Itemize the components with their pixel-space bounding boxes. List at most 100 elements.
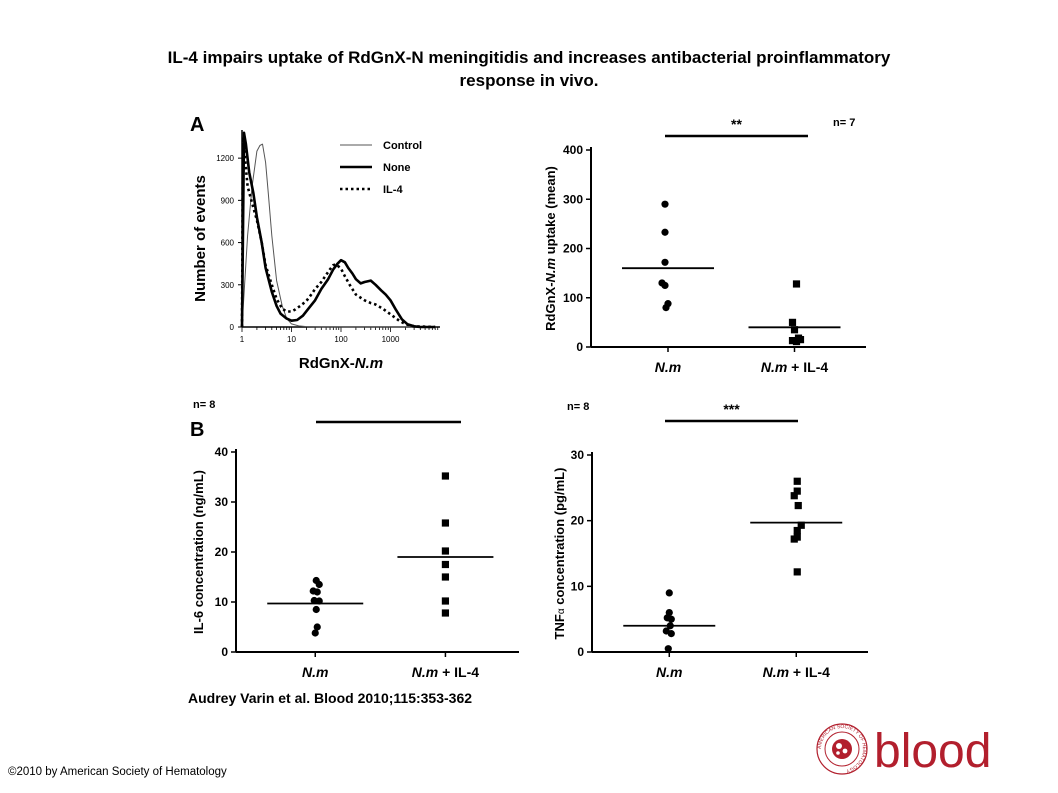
uptake-point [790,326,799,334]
hist-y-tick-label: 900 [221,196,235,205]
tnf-y-tick-label: 20 [571,514,585,528]
uptake-point [661,200,669,208]
uptake-y-axis-label: RdGnX-N.m uptake (mean) [543,166,558,331]
hist-x-axis-label: RdGnX-N.m [299,355,383,372]
il6-point [315,580,323,589]
uptake-point [792,280,801,288]
uptake-point [661,258,669,266]
figure-title-line-1: IL-4 impairs uptake of RdGnX-N meningiti… [167,48,891,67]
tnf-significance-label: *** [723,401,740,417]
legend-label-il-4: IL-4 [383,184,403,196]
tnf-y-tick-label: 0 [577,645,584,659]
il6-point [441,519,450,527]
uptake-point [661,281,669,290]
hist-x-tick-label: 1000 [382,335,400,344]
il6-point [313,623,321,631]
hist-y-tick-label: 1200 [216,154,234,163]
ash-seal-icon: AMERICAN SOCIETY OF HEMATOLOGY [816,723,868,775]
uptake-point [788,318,797,326]
hist-x-axis-label-italic: N.m [355,355,383,372]
tnf-category-label: N.m + IL-4 [763,664,831,680]
il6-y-tick-label: 10 [215,595,229,609]
uptake-n-label: n= 7 [833,117,855,129]
legend-label-control: Control [383,140,422,152]
uptake-significance-label: ** [731,116,742,132]
il6-y-tick-label: 0 [221,645,228,659]
hist-x-axis-label-main: RdGnX- [299,355,355,372]
hist-series-il-4 [240,135,436,329]
tnf-point [667,615,675,623]
hist-x-tick-label: 100 [334,335,348,344]
hist-x-tick-label: 1 [240,335,245,344]
tnf-category-label-italic: N.m [656,664,682,680]
il6-point [441,609,450,617]
il6-category-label-italic: N.m [412,664,438,680]
blood-journal-logo: AMERICAN SOCIETY OF HEMATOLOGY blood [816,723,991,778]
il6-category-label: N.m + IL-4 [412,664,480,680]
hist-y-tick-label: 0 [230,323,235,332]
uptake-point [788,336,797,345]
figure-title-line-2: response in vivo. [459,71,599,90]
tnf-point [665,589,673,597]
figure-title: IL-4 impairs uptake of RdGnX-N meningiti… [40,46,1018,92]
hist-x-tick-label: 10 [287,335,296,344]
uptake-point [662,304,670,312]
copyright: ©2010 by American Society of Hematology [8,766,227,778]
uptake-point [661,228,669,236]
uptake-category-label: N.m + IL-4 [761,359,829,375]
tnf-y-axis-label-suffix: concentration (pg/mL) [552,468,567,609]
uptake-category-label-italic: N.m [761,359,787,375]
tnf-point [664,645,672,653]
panel-label-a: A [190,114,204,136]
tnf-point [793,487,801,495]
uptake-y-tick-label: 300 [563,192,583,206]
tnf-y-axis-label-greek: α [556,608,567,614]
uptake-category-label-rest: + IL-4 [787,359,828,375]
il6-category-label-italic: N.m [302,664,328,680]
tnf-y-axis-label: TNFα concentration (pg/mL) [552,468,567,640]
il6-y-axis-label: IL-6 concentration (ng/mL) [191,470,206,634]
il6-category-label: N.m [302,664,328,680]
tnf-category-label-italic: N.m [763,664,789,680]
tnf-y-tick-label: 30 [571,448,585,462]
uptake-y-tick-label: 100 [563,291,583,305]
hist-series-none [240,131,436,329]
tnf-point [790,492,798,500]
il6-point [311,629,319,637]
hist-y-tick-label: 600 [221,239,235,248]
uptake-category-label: N.m [655,359,681,375]
il6-y-axis-label-text: IL-6 concentration (ng/mL) [191,470,206,634]
logo-wordmark: blood [874,725,991,778]
tnf-point [793,477,801,485]
tnf-point [797,521,805,529]
tnf-n-label: n= 8 [567,401,589,413]
legend-label-none: None [383,162,411,174]
uptake-category-label-italic: N.m [655,359,681,375]
il6-y-tick-label: 20 [215,545,229,559]
tnf-point [667,630,675,638]
tnf-category-label-rest: + IL-4 [789,664,830,680]
tnf-y-tick-label: 10 [571,579,585,593]
hist-y-tick-label: 300 [221,281,235,290]
il6-n-label: n= 8 [193,399,215,411]
panel-label-b: B [190,419,204,441]
tnf-category-label: N.m [656,664,682,680]
uptake-y-axis-label-italic: N.m [543,257,558,282]
tnf-point [793,533,801,541]
il6-point [313,588,321,596]
il6-category-label-rest: + IL-4 [438,664,479,680]
il6-y-tick-label: 40 [215,445,229,459]
citation: Audrey Varin et al. Blood 2010;115:353-3… [188,690,473,706]
tnf-point [794,501,802,510]
uptake-y-tick-label: 0 [576,340,583,354]
il6-point [441,560,450,569]
il6-point [441,547,450,555]
tnf-y-axis-label-prefix: TNF [552,614,567,639]
uptake-y-axis-label-suffix: uptake (mean) [543,166,558,258]
il6-y-tick-label: 30 [215,495,229,509]
uptake-point [796,336,805,344]
